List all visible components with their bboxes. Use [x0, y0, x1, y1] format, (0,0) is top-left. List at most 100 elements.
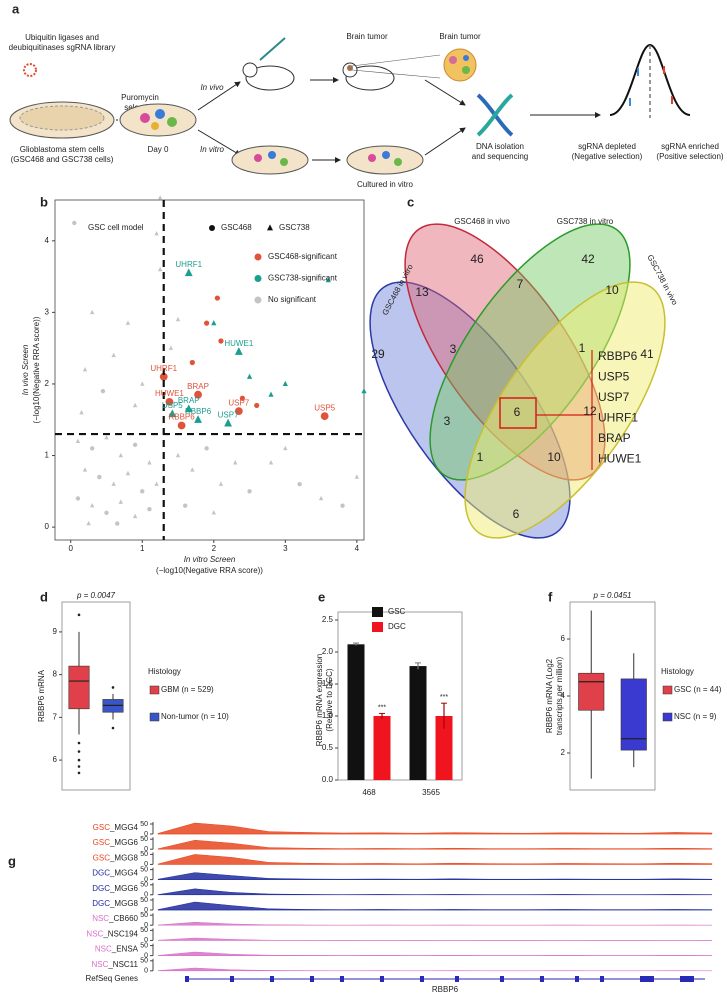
mouse-head — [242, 62, 258, 78]
panel-label: d — [40, 589, 48, 604]
point — [234, 407, 243, 416]
venn-count: 42 — [581, 252, 595, 266]
y-tick-label: 0 — [144, 892, 148, 899]
y-tick-label: 2.5 — [322, 615, 334, 624]
track-label: DGC_MGG4 — [92, 869, 138, 878]
y-tick-label: 0 — [144, 937, 148, 944]
outlier — [77, 741, 81, 745]
y-tick-label: 50 — [140, 897, 148, 904]
arrow — [197, 129, 241, 156]
panel-a: a Ubiquitin ligases and deubiquitinases … — [9, 1, 724, 189]
signal — [157, 901, 713, 911]
y-tick-label: 8 — [53, 670, 58, 679]
point — [111, 352, 116, 358]
point — [75, 438, 81, 443]
point — [154, 481, 159, 486]
bar — [409, 666, 427, 780]
track-sample: _MGG4 — [109, 869, 139, 878]
gene: BRAP — [598, 431, 631, 445]
point — [247, 489, 252, 494]
legend-label: GSC (n = 44) — [674, 685, 722, 694]
outlier — [77, 765, 81, 768]
x-tick-label: 1 — [140, 544, 145, 553]
y-axis-label: transcripts per million) — [555, 657, 564, 736]
track-group: NSC — [86, 930, 103, 939]
panel-label: g — [8, 853, 16, 868]
outlier — [77, 613, 81, 617]
signal — [157, 967, 713, 972]
syringe — [259, 37, 286, 61]
venn-count: 12 — [583, 404, 597, 418]
signal — [157, 937, 713, 941]
outlier — [111, 686, 115, 689]
y-tick-label: 7 — [53, 712, 58, 721]
track-sample: _MGG6 — [109, 884, 139, 893]
track-sample: _MGG8 — [109, 899, 139, 908]
cell — [462, 66, 470, 74]
point — [115, 521, 120, 526]
arrow — [424, 79, 466, 106]
label: In vitro — [200, 145, 225, 154]
cell — [449, 56, 457, 64]
x-tick-label: 3565 — [422, 788, 440, 797]
point — [190, 467, 195, 472]
point — [194, 415, 202, 423]
exon — [380, 976, 384, 982]
legend-label: GBM (n = 529) — [161, 685, 214, 694]
point — [132, 513, 138, 519]
highlight — [499, 397, 537, 429]
venn-count: 46 — [470, 252, 484, 266]
y-tick-label: 0 — [144, 876, 148, 883]
point — [233, 460, 238, 465]
legend-label: GSC468-significant — [268, 252, 338, 261]
gene: USP5 — [598, 370, 630, 384]
label: sgRNA depleted — [578, 142, 636, 151]
legend-label: GSC — [388, 607, 406, 616]
track-sample: _CB660 — [108, 914, 138, 923]
set-label: GSC468 in vivo — [454, 217, 510, 226]
legend-label: DGC — [388, 622, 406, 631]
y-axis-label: RBBP6 mRNA — [37, 669, 46, 722]
track-label: DGC_MGG8 — [92, 899, 138, 908]
label: Day 0 — [148, 145, 169, 154]
point — [104, 510, 109, 515]
x-tick-label: 0 — [69, 544, 74, 553]
legend-marker — [209, 225, 215, 231]
point — [318, 495, 324, 501]
point — [184, 404, 193, 413]
y-tick-label: 9 — [53, 627, 58, 636]
point — [214, 295, 220, 301]
exon — [600, 976, 604, 982]
point — [204, 320, 210, 326]
legend-swatch — [662, 712, 673, 722]
y-tick-label: 0 — [144, 846, 148, 853]
annotation: *** — [440, 694, 448, 701]
point — [100, 388, 106, 394]
track-group: NSC — [92, 914, 109, 923]
venn-count: 6 — [514, 405, 521, 419]
exon — [500, 976, 504, 982]
label: Puromycin — [121, 93, 159, 102]
legend-marker — [254, 253, 262, 261]
y-tick-label: 2 — [561, 748, 566, 757]
y-tick-label: 6 — [53, 755, 58, 764]
signal — [157, 839, 713, 850]
cell — [368, 154, 376, 162]
point-label: RBBP6 — [168, 413, 195, 422]
gene: USP7 — [598, 390, 630, 404]
box — [620, 678, 647, 751]
point-label: HUWE1 — [155, 389, 184, 398]
exon — [540, 976, 544, 982]
y-tick-label: 1.0 — [322, 711, 334, 720]
track-group: NSC — [95, 945, 112, 954]
track-label: RefSeq Genes — [86, 974, 138, 983]
y-tick-label: 0 — [144, 861, 148, 868]
legend-title: GSC cell model — [88, 223, 144, 232]
point-label: UHRF1 — [150, 364, 177, 373]
point — [165, 397, 174, 406]
point — [89, 309, 95, 315]
point — [234, 347, 243, 355]
venn-count: 3 — [450, 342, 457, 356]
track-label: GSC_MGG8 — [93, 854, 139, 863]
